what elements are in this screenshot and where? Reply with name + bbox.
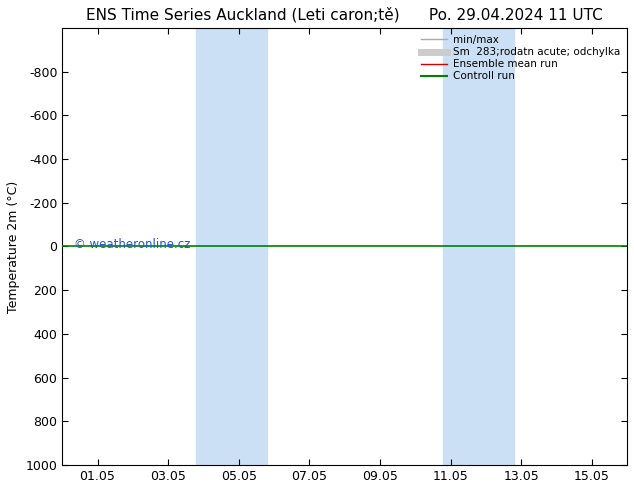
Legend: min/max, Sm  283;rodatn acute; odchylka, Ensemble mean run, Controll run: min/max, Sm 283;rodatn acute; odchylka, … [419, 33, 622, 83]
Title: ENS Time Series Auckland (Leti caron;tě)      Po. 29.04.2024 11 UTC: ENS Time Series Auckland (Leti caron;tě)… [86, 7, 603, 23]
Text: © weatheronline.cz: © weatheronline.cz [74, 238, 190, 251]
Y-axis label: Temperature 2m (°C): Temperature 2m (°C) [7, 180, 20, 313]
Bar [444, 28, 514, 465]
Bar [197, 28, 267, 465]
